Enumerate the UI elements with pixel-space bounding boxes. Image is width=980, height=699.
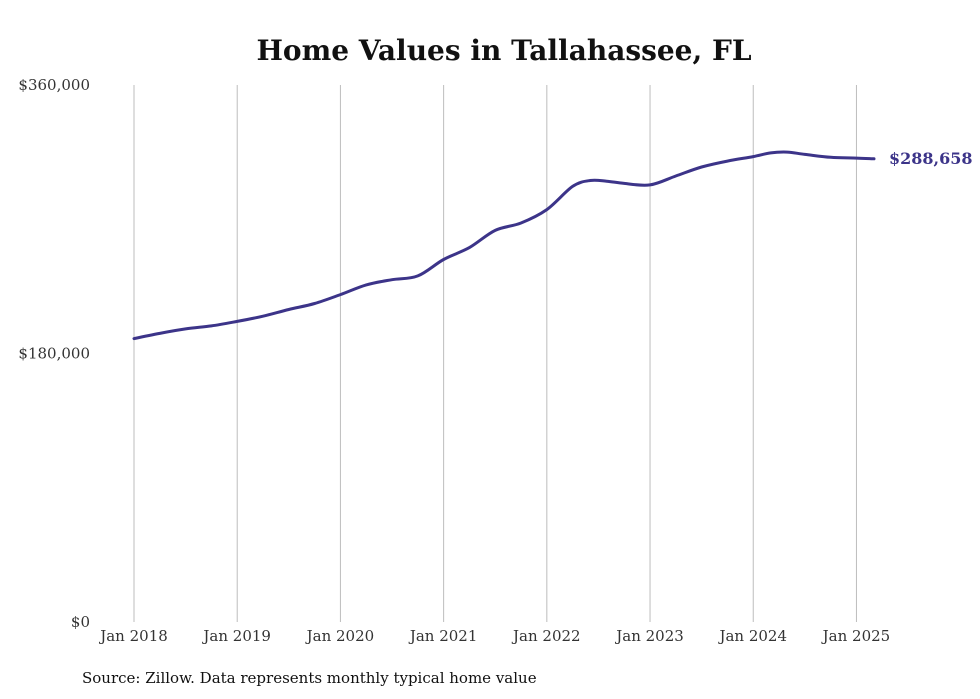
x-tick-label: Jan 2023	[614, 627, 684, 645]
source-note: Source: Zillow. Data represents monthly …	[82, 669, 537, 687]
x-tick-label: Jan 2024	[717, 627, 787, 645]
x-tick-label: Jan 2022	[511, 627, 581, 645]
y-tick-label: $0	[71, 613, 90, 631]
x-tick-label: Jan 2025	[821, 627, 891, 645]
x-tick-label: Jan 2020	[305, 627, 375, 645]
y-axis: $0 $180,000 $360,000	[18, 76, 90, 631]
gridlines	[133, 85, 857, 622]
x-tick-label: Jan 2019	[201, 627, 271, 645]
chart-title: Home Values in Tallahassee, FL	[256, 34, 751, 67]
y-tick-label: $180,000	[18, 345, 90, 363]
x-tick-label: Jan 2021	[408, 627, 478, 645]
series-line	[132, 150, 876, 341]
x-axis: Jan 2018 Jan 2019 Jan 2020 Jan 2021 Jan 2022…	[98, 627, 890, 645]
x-tick-label: Jan 2018	[98, 627, 168, 645]
y-tick-label: $360,000	[18, 76, 90, 94]
end-value-label: $288,658	[889, 149, 973, 168]
